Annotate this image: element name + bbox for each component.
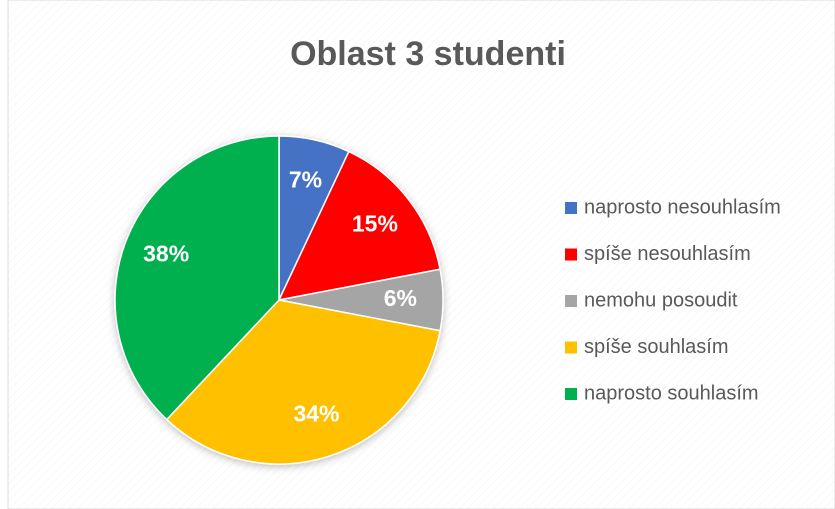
legend-label: naprosto souhlasím <box>584 382 759 404</box>
legend-label: spíše souhlasím <box>584 336 729 358</box>
legend-label: spíše nesouhlasím <box>584 243 751 265</box>
data-label: 6% <box>384 285 417 311</box>
data-label: 7% <box>289 167 322 193</box>
data-label: 38% <box>143 240 189 266</box>
chart-title: Oblast 3 studenti <box>290 35 566 73</box>
legend-label: naprosto nesouhlasím <box>584 196 781 218</box>
pie <box>114 135 444 465</box>
legend-label: nemohu posoudit <box>584 289 738 311</box>
legend-swatch <box>565 341 577 354</box>
pie-slice <box>277 150 441 302</box>
legend-swatch <box>565 202 577 214</box>
legend-swatch <box>565 388 577 400</box>
pie-slice <box>114 135 280 421</box>
pie-slice <box>165 299 441 465</box>
data-label: 34% <box>293 400 339 426</box>
data-label: 15% <box>352 211 398 237</box>
legend-swatch <box>565 248 577 261</box>
legend-swatch <box>565 295 577 307</box>
